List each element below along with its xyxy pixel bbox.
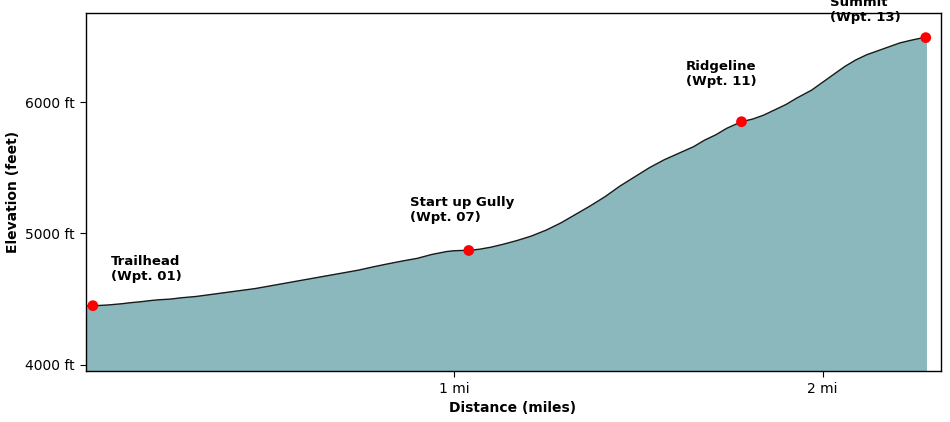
- Text: Trailhead
(Wpt. 01): Trailhead (Wpt. 01): [111, 255, 182, 283]
- Point: [461, 247, 476, 254]
- Text: Ridgeline
(Wpt. 11): Ridgeline (Wpt. 11): [686, 60, 757, 87]
- Text: Start up Gully
(Wpt. 07): Start up Gully (Wpt. 07): [409, 196, 514, 224]
- Y-axis label: Elevation (feet): Elevation (feet): [6, 131, 20, 253]
- X-axis label: Distance (miles): Distance (miles): [449, 401, 577, 415]
- Point: [734, 118, 750, 125]
- Point: [86, 302, 101, 309]
- Text: Summit
(Wpt. 13): Summit (Wpt. 13): [830, 0, 901, 24]
- Point: [918, 34, 933, 41]
